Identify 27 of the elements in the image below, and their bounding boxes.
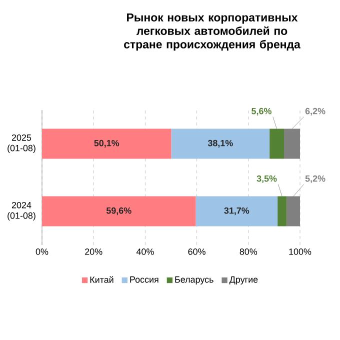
legend-label: Другие xyxy=(229,276,258,284)
x-tick-label: 20% xyxy=(85,248,102,255)
y-tick-label: 2025 (01-08) xyxy=(8,134,36,154)
bar xyxy=(171,128,270,159)
data-label: 31,7% xyxy=(224,207,250,216)
bar xyxy=(278,196,287,226)
legend-label: Беларусь xyxy=(175,276,214,284)
data-label: 3,5% xyxy=(256,175,277,184)
bar xyxy=(196,196,278,226)
data-label: 38,1% xyxy=(208,140,233,148)
x-tick-label: 60% xyxy=(188,248,206,255)
data-label: 50,1% xyxy=(94,140,120,148)
bar xyxy=(42,128,172,159)
legend-label: Китай xyxy=(90,276,114,283)
chart-title: Рынок новых корпоративных легковых автомобилей по стране происхождения бренда xyxy=(124,14,300,51)
bar xyxy=(42,196,196,226)
y-tick-label: 2024 (01-08) xyxy=(8,202,36,221)
x-tick-label: 0% xyxy=(36,248,48,255)
x-tick-label: 80% xyxy=(240,248,258,255)
legend-label: Россия xyxy=(130,276,158,283)
data-label: 5,2% xyxy=(305,175,326,184)
x-tick-label: 100% xyxy=(289,248,312,255)
data-label: 6,2% xyxy=(305,108,326,116)
data-label: 5,6% xyxy=(252,108,272,116)
x-tick-label: 40% xyxy=(136,248,154,255)
bar xyxy=(270,128,284,159)
data-label: 59,6% xyxy=(106,207,132,216)
